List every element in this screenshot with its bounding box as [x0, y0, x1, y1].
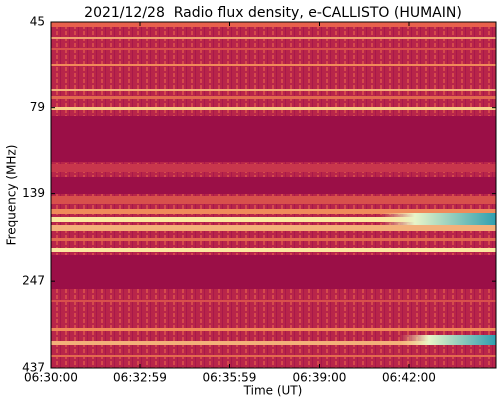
y-tick-label: 79 [30, 100, 45, 114]
y-tick-label: 247 [22, 274, 45, 288]
x-axis-label: Time (UT) [243, 384, 303, 398]
x-tick-label: 06:39:00 [293, 371, 347, 385]
y-tick-label: 45 [30, 15, 45, 29]
spectrogram-image [50, 21, 497, 369]
y-axis-label: Frequency (MHz) [5, 145, 19, 246]
x-tick-label: 06:42:00 [382, 371, 436, 385]
y-tick-label: 437 [22, 361, 45, 375]
y-tick-label: 139 [22, 186, 45, 200]
x-tick-label: 06:30:00 [24, 371, 78, 385]
x-tick-label: 06:35:59 [203, 371, 257, 385]
chart-title: 2021/12/28 Radio flux density, e-CALLIST… [84, 5, 462, 21]
x-tick-label: 06:32:59 [113, 371, 167, 385]
